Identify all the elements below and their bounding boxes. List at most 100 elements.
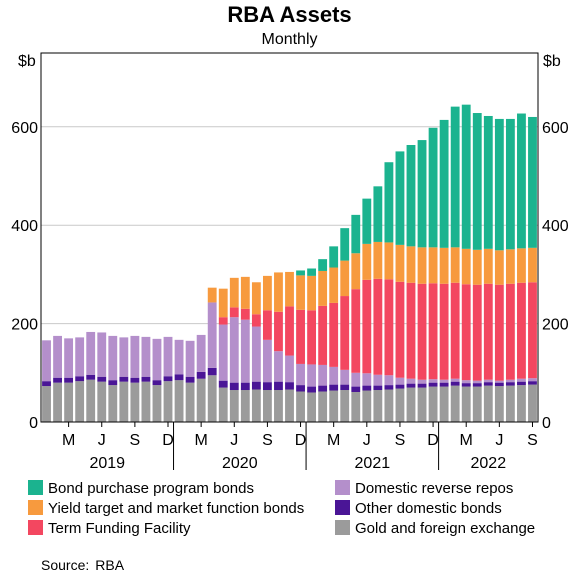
bar-segment	[494, 386, 504, 422]
bar-segment	[86, 374, 96, 380]
bar-segment	[517, 282, 526, 379]
bar-segment	[384, 279, 394, 376]
bar-segment	[439, 382, 449, 387]
bar-segment	[483, 248, 493, 284]
y-tick-label-right: 0	[542, 415, 551, 432]
source-note: Source: RBA	[41, 557, 130, 573]
legend-item-reverse-repos: Domestic reverse repos	[335, 480, 513, 500]
bar-segment	[42, 381, 51, 387]
bar-segment	[329, 384, 339, 391]
x-tick-label: S	[262, 432, 273, 449]
bar-segment	[417, 387, 427, 422]
bar-segment	[362, 243, 372, 280]
bar-segment	[296, 309, 305, 364]
bar-segment	[97, 376, 107, 382]
chart-subtitle: Monthly	[261, 31, 318, 48]
bar-segment	[240, 319, 250, 383]
bar-segment	[174, 380, 184, 422]
bar-segment	[517, 248, 526, 283]
bar-segment	[362, 390, 372, 422]
bar-segment	[406, 387, 416, 422]
bar-segment	[450, 381, 460, 386]
bar-segment	[130, 377, 140, 383]
bar-segment	[494, 382, 504, 387]
bar-segment	[461, 104, 471, 249]
bar-segment	[163, 381, 173, 422]
bar-segment	[119, 337, 129, 377]
x-tick-label: S	[395, 432, 406, 449]
bar-segment	[64, 377, 74, 383]
bar-segment	[528, 378, 537, 382]
bar-segment	[395, 384, 405, 389]
bar-segment	[207, 302, 217, 368]
bar-segment	[439, 379, 449, 383]
bar-segment	[483, 283, 493, 380]
bar-segment	[373, 390, 383, 422]
bar-segment	[274, 351, 283, 382]
bar-segment	[53, 377, 62, 383]
bar-segment	[373, 385, 383, 391]
bar-segment	[472, 284, 482, 381]
bar-segment	[439, 386, 449, 422]
bar-segment	[196, 334, 206, 372]
bar-segment	[362, 198, 372, 244]
bar-segment	[274, 272, 283, 312]
bar-segment	[384, 385, 394, 390]
bar-segment	[351, 386, 361, 392]
bar-segment	[285, 355, 294, 383]
bar-segment	[439, 247, 449, 284]
bar-segment	[461, 383, 471, 387]
x-tick-label: M	[460, 432, 473, 449]
bar-segment	[373, 186, 383, 242]
x-tick-label: J	[98, 432, 106, 449]
bar-segment	[163, 336, 173, 377]
bar-segment	[262, 275, 272, 311]
bar-segment	[362, 373, 372, 386]
x-tick-label: J	[495, 432, 503, 449]
bar-segment	[472, 380, 482, 384]
source-value: RBA	[95, 557, 125, 573]
bar-segment	[528, 282, 537, 379]
x-tick-label: M	[194, 432, 207, 449]
legend-label: Yield target and market function bonds	[48, 500, 305, 517]
bar-segment	[472, 383, 482, 387]
bar-segment	[505, 385, 515, 422]
bar-segment	[75, 376, 85, 382]
year-label: 2019	[89, 455, 125, 472]
bar-segment	[373, 278, 383, 375]
bar-segment	[229, 390, 239, 422]
bar-segment	[505, 283, 515, 380]
bar-segment	[307, 364, 317, 387]
x-tick-label: J	[230, 432, 238, 449]
source-label: Source:	[41, 557, 90, 573]
bar-segment	[53, 382, 62, 422]
bar-segment	[141, 376, 151, 382]
bar-segment	[141, 381, 151, 422]
legend-label: Domestic reverse repos	[355, 480, 514, 497]
bar-segment	[417, 383, 427, 388]
bar-segment	[373, 241, 383, 279]
legend-item-tff: Term Funding Facility	[28, 520, 191, 540]
bar-segment	[307, 268, 317, 276]
bar-segment	[472, 386, 482, 422]
x-tick-label: J	[363, 432, 371, 449]
bar-segment	[251, 326, 261, 382]
bar-segment	[108, 335, 118, 381]
bar-segment	[307, 386, 317, 393]
legend-label: Gold and foreign exchange	[355, 520, 536, 537]
bar-segment	[196, 371, 206, 379]
bar-segment	[450, 106, 460, 248]
y-tick-label-right: 600	[542, 120, 569, 137]
bar-segment	[461, 380, 471, 384]
year-label: 2020	[222, 455, 258, 472]
bar-segment	[340, 384, 350, 391]
bar-segment	[461, 248, 471, 285]
tick-labels: 0 0 200 200 400 400 600 600 M J S D M J S D M J S D M J S 2019 2…	[11, 120, 569, 472]
bar-segment	[483, 379, 493, 383]
bar-segment	[296, 391, 305, 422]
bar-segment	[285, 382, 294, 390]
bar-segment	[163, 376, 173, 382]
bar-segment	[450, 282, 460, 379]
x-tick-label: S	[527, 432, 538, 449]
bar-segment	[428, 247, 438, 284]
